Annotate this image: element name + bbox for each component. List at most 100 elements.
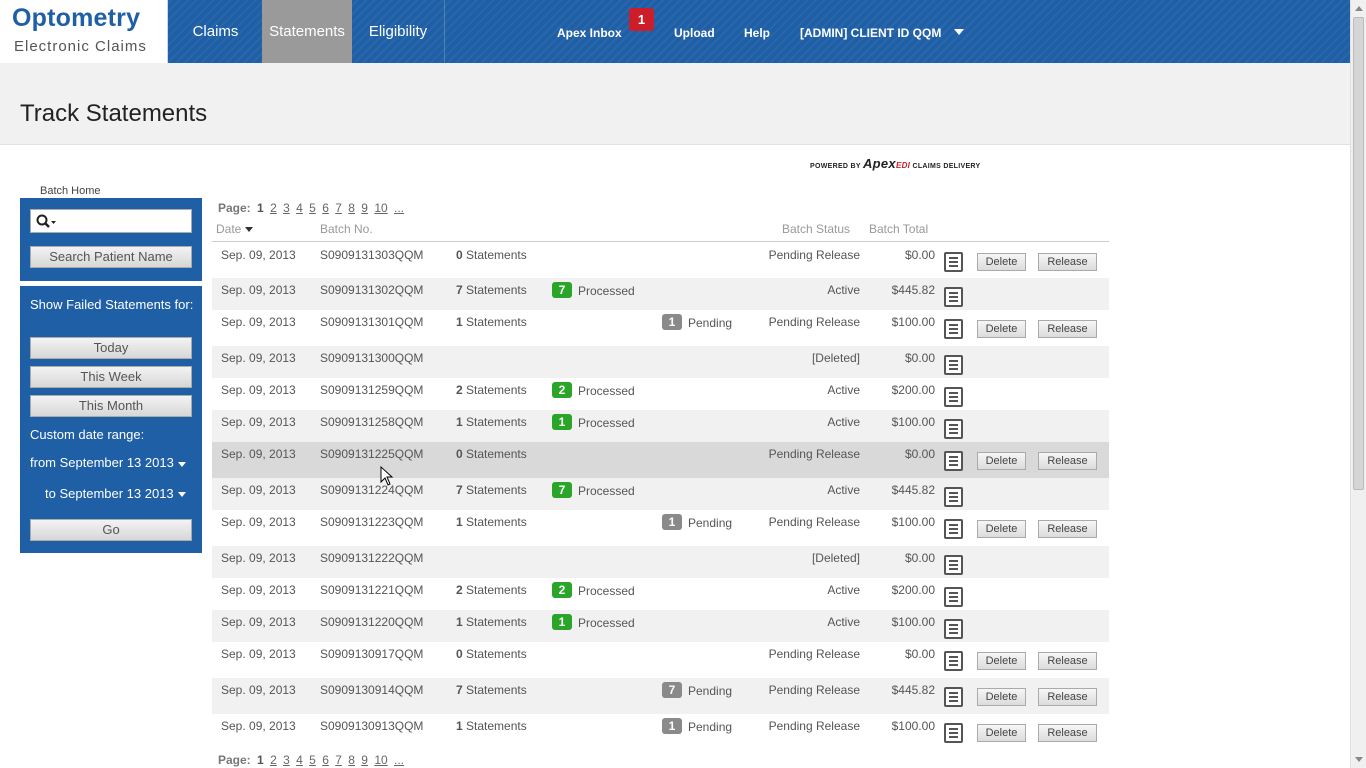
batch-total-header[interactable]: Batch Total — [869, 222, 929, 236]
table-row[interactable]: Sep. 09, 2013 S0909130917QQM 0 Statements P… — [212, 642, 1109, 678]
row-batch-no[interactable]: S0909131222QQM — [320, 551, 424, 565]
row-batch-no[interactable]: S0909131224QQM — [320, 483, 424, 497]
document-details-icon[interactable] — [944, 555, 963, 575]
go-button[interactable]: Go — [30, 519, 192, 541]
document-details-icon[interactable] — [944, 587, 963, 607]
document-details-icon[interactable] — [944, 451, 963, 471]
table-row[interactable]: Sep. 09, 2013 S0909131222QQM [Deleted] $0.0… — [212, 546, 1109, 578]
table-row[interactable]: Sep. 09, 2013 S0909131303QQM 0 Statements P… — [212, 243, 1109, 278]
table-row[interactable]: Sep. 09, 2013 S0909131221QQM 2 Statements 2… — [212, 578, 1109, 610]
page-link[interactable]: 7 — [335, 753, 342, 767]
table-row[interactable]: Sep. 09, 2013 S0909131224QQM 7 Statements 7… — [212, 478, 1109, 510]
row-batch-no[interactable]: S0909131300QQM — [320, 351, 424, 365]
page-link[interactable]: 3 — [283, 753, 290, 767]
release-button[interactable]: Release — [1038, 652, 1097, 670]
help-link[interactable]: Help — [744, 26, 771, 40]
chevron-down-icon[interactable] — [954, 29, 964, 35]
row-batch-no[interactable]: S0909131258QQM — [320, 415, 424, 429]
page-link[interactable]: 2 — [270, 201, 277, 215]
row-batch-no[interactable]: S0909131303QQM — [320, 248, 424, 262]
page-link[interactable]: 1 — [257, 201, 264, 215]
search-icon[interactable] — [35, 213, 57, 231]
row-batch-no[interactable]: S0909131220QQM — [320, 615, 424, 629]
page-link-more[interactable]: ... — [394, 201, 405, 215]
delete-button[interactable]: Delete — [977, 452, 1026, 470]
table-row[interactable]: Sep. 09, 2013 S0909131259QQM 2 Statements 2… — [212, 378, 1109, 410]
page-link[interactable]: 1 — [257, 753, 264, 767]
batch-home-link[interactable]: Batch Home — [40, 185, 101, 197]
document-details-icon[interactable] — [944, 287, 963, 307]
page-link[interactable]: 3 — [283, 201, 290, 215]
document-details-icon[interactable] — [944, 252, 963, 272]
page-link[interactable]: 6 — [322, 753, 329, 767]
table-row[interactable]: Sep. 09, 2013 S0909131301QQM 1 Statements 1… — [212, 310, 1109, 346]
table-row[interactable]: Sep. 09, 2013 S0909130914QQM 7 Statements 7… — [212, 678, 1109, 714]
page-link[interactable]: 4 — [296, 753, 303, 767]
row-batch-no[interactable]: S0909130917QQM — [320, 647, 424, 661]
delete-button[interactable]: Delete — [977, 652, 1026, 670]
client-menu[interactable]: [ADMIN] CLIENT ID QQM — [800, 26, 942, 40]
table-row[interactable]: Sep. 09, 2013 S0909131220QQM 1 Statements 1… — [212, 610, 1109, 642]
row-batch-no[interactable]: S0909131259QQM — [320, 383, 424, 397]
page-link[interactable]: 4 — [296, 201, 303, 215]
row-batch-no[interactable]: S0909131302QQM — [320, 283, 424, 297]
document-details-icon[interactable] — [944, 519, 963, 539]
page-link[interactable]: 2 — [270, 753, 277, 767]
table-row[interactable]: Sep. 09, 2013 S0909131258QQM 1 Statements 1… — [212, 410, 1109, 442]
search-input[interactable] — [30, 209, 192, 233]
delete-button[interactable]: Delete — [977, 724, 1026, 742]
tab-statements[interactable]: Statements — [262, 0, 352, 63]
table-row[interactable]: Sep. 09, 2013 S0909131300QQM [Deleted] $0.0… — [212, 346, 1109, 378]
release-button[interactable]: Release — [1038, 253, 1097, 271]
document-details-icon[interactable] — [944, 319, 963, 339]
table-row[interactable]: Sep. 09, 2013 S0909131223QQM 1 Statements 1… — [212, 510, 1109, 546]
release-button[interactable]: Release — [1038, 452, 1097, 470]
chevron-down-icon[interactable] — [178, 462, 186, 467]
page-link[interactable]: 5 — [309, 201, 316, 215]
document-details-icon[interactable] — [944, 619, 963, 639]
page-link-more[interactable]: ... — [394, 753, 405, 767]
app-logo[interactable]: Optometry Electronic Claims — [0, 0, 168, 63]
delete-button[interactable]: Delete — [977, 253, 1026, 271]
this-week-button[interactable]: This Week — [30, 366, 192, 388]
document-details-icon[interactable] — [944, 387, 963, 407]
batch-no-header[interactable]: Batch No. — [320, 222, 373, 236]
sort-by-date[interactable]: Date — [216, 222, 254, 236]
document-details-icon[interactable] — [944, 355, 963, 375]
page-link[interactable]: 8 — [348, 753, 355, 767]
row-batch-no[interactable]: S0909130914QQM — [320, 683, 424, 697]
table-row[interactable]: Sep. 09, 2013 S0909131225QQM 0 Statements P… — [212, 442, 1109, 478]
delete-button[interactable]: Delete — [977, 320, 1026, 338]
page-link[interactable]: 6 — [322, 201, 329, 215]
release-button[interactable]: Release — [1038, 520, 1097, 538]
scroll-up-icon[interactable] — [1355, 6, 1363, 11]
inbox-count-badge[interactable]: 1 — [629, 8, 654, 31]
delete-button[interactable]: Delete — [977, 520, 1026, 538]
row-batch-no[interactable]: S0909131221QQM — [320, 583, 424, 597]
tab-claims[interactable]: Claims — [192, 23, 239, 40]
table-row[interactable]: Sep. 09, 2013 S0909131302QQM 7 Statements 7… — [212, 278, 1109, 310]
row-batch-no[interactable]: S0909131223QQM — [320, 515, 424, 529]
page-link[interactable]: 10 — [374, 753, 388, 767]
page-scrollbar[interactable] — [1350, 0, 1366, 768]
document-details-icon[interactable] — [944, 687, 963, 707]
row-batch-no[interactable]: S0909131225QQM — [320, 447, 424, 461]
page-link[interactable]: 9 — [361, 753, 368, 767]
to-date-select[interactable]: to September 13 2013 — [45, 486, 174, 501]
scroll-thumb[interactable] — [1353, 17, 1364, 490]
from-date-select[interactable]: from September 13 2013 — [30, 455, 174, 470]
search-patient-name-button[interactable]: Search Patient Name — [30, 246, 192, 268]
page-link[interactable]: 5 — [309, 753, 316, 767]
document-details-icon[interactable] — [944, 487, 963, 507]
page-link[interactable]: 7 — [335, 201, 342, 215]
batch-status-header[interactable]: Batch Status — [782, 222, 851, 236]
row-batch-no[interactable]: S0909131301QQM — [320, 315, 424, 329]
tab-eligibility[interactable]: Eligibility — [368, 23, 428, 40]
page-link[interactable]: 9 — [361, 201, 368, 215]
table-row[interactable]: Sep. 09, 2013 S0909130913QQM 1 Statements 1… — [212, 714, 1109, 750]
delete-button[interactable]: Delete — [977, 688, 1026, 706]
page-link[interactable]: 8 — [348, 201, 355, 215]
today-button[interactable]: Today — [30, 337, 192, 359]
page-link[interactable]: 10 — [374, 201, 388, 215]
release-button[interactable]: Release — [1038, 724, 1097, 742]
